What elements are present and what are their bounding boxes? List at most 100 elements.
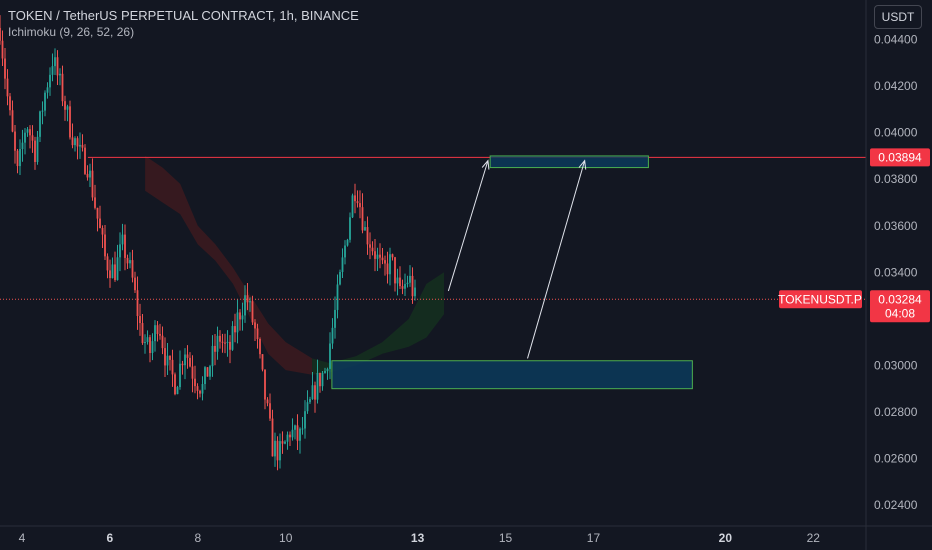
candle-body [104,234,106,257]
candle-body [374,251,376,259]
x-tick-label: 17 [587,531,601,545]
candle-body [371,247,374,252]
candle-body [59,73,61,76]
candle-body [366,227,369,245]
candle-body [329,343,331,369]
candle-body [156,325,159,334]
candle-body [344,245,346,258]
candle-body [116,257,119,281]
candle-body [244,295,246,316]
candle-body [76,138,79,147]
candle-body [176,387,179,395]
candle-body [184,354,186,366]
projection-arrow [527,160,586,359]
current-price-badge [870,290,930,323]
candle-body [119,244,121,258]
candle-body [0,27,1,41]
x-tick-label: 4 [19,531,26,545]
candle-body [389,254,391,275]
candle-body [111,264,114,279]
candle-body [171,359,174,375]
candle-body [174,374,176,395]
candle-body [324,371,326,373]
candle-body [264,369,266,400]
candle-body [286,434,289,442]
y-tick-label: 0.04000 [874,126,918,140]
candle-body [61,73,64,102]
candle-body [51,66,54,75]
target-zone [331,360,693,390]
candle-body [346,239,349,246]
candle-body [396,277,399,284]
candle-body [311,385,314,400]
candle-body [31,135,34,141]
candle-body [306,402,309,412]
candle-body [169,355,171,360]
candle-body [376,254,379,259]
candle-body [274,440,276,457]
candle-body [194,378,196,387]
y-tick-label: 0.04200 [874,79,918,93]
user-drawings[interactable] [0,155,866,390]
candle-body [386,263,389,275]
candle-body [164,348,166,366]
candle-body [199,390,201,394]
candle-body [361,207,364,231]
candle-body [406,282,409,285]
x-tick-label: 22 [807,531,821,545]
cloud-bearish [145,155,313,375]
candle-body [204,367,206,385]
candle-body [149,337,151,353]
candle-body [351,195,354,218]
candle-body [251,301,254,323]
candle-body [296,425,299,441]
symbol-badge [779,290,862,309]
candle-body [356,201,359,204]
candle-body [179,363,181,388]
candle-body [391,254,394,258]
x-tick-label: 10 [279,531,293,545]
candle-body [21,142,24,150]
candle-body [284,441,286,444]
currency-button[interactable]: USDT [874,5,922,29]
x-tick-label: 15 [499,531,513,545]
candle-body [94,197,96,208]
candle-body [191,366,194,379]
candle-body [79,144,81,147]
candle-body [331,327,334,344]
candle-body [154,325,156,342]
candle-body [261,354,264,370]
candle-body [319,372,321,387]
resistance-price-label: 0.03894 [878,150,922,164]
candlesticks[interactable] [0,15,416,471]
candle-body [229,341,231,350]
candle-body [211,345,214,367]
candle-body [136,290,139,317]
indicator-legend[interactable]: Ichimoku (9, 26, 52, 26) [8,25,135,39]
candle-countdown: 04:08 [885,306,915,320]
candle-body [99,218,101,229]
candle-body [6,78,9,97]
cloud-bullish [312,272,444,375]
candle-body [41,110,44,112]
candle-body [181,363,184,366]
candle-body [49,74,51,88]
y-tick-label: 0.03400 [874,265,918,279]
candle-body [254,322,256,329]
candle-body [219,335,221,342]
candle-body [234,326,236,333]
candle-body [336,284,339,310]
candle-body [221,341,224,343]
arrow-head [578,159,587,170]
candle-body [294,425,296,430]
candle-body [96,207,99,219]
candle-body [134,277,136,291]
candle-body [401,286,404,289]
candle-body [281,441,284,444]
candle-body [106,256,109,271]
candle-body [14,131,16,151]
candle-body [279,441,281,461]
y-tick-label: 0.03600 [874,219,918,233]
